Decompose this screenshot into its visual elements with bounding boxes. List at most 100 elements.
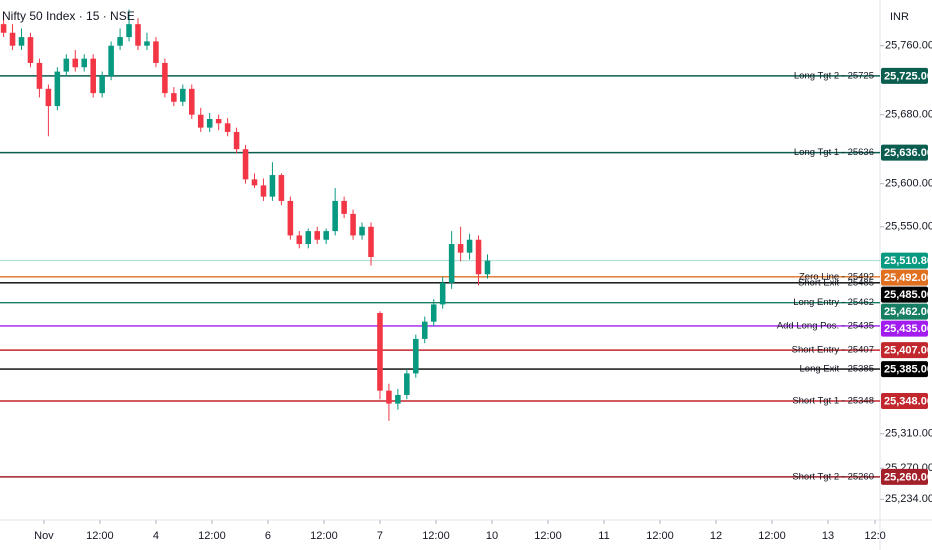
y-tick-label: 25,600.00	[885, 178, 932, 190]
candle-body	[180, 88, 186, 102]
candle-body	[305, 231, 312, 245]
x-tick-label: 12:00	[310, 530, 338, 542]
candle-body	[359, 226, 365, 236]
level-name: Short Tgt 1 - 25348	[792, 396, 874, 407]
candle-body	[9, 32, 16, 46]
candle-body	[269, 175, 276, 197]
candle-body	[404, 373, 410, 395]
candle-body	[466, 239, 473, 253]
level-name: Long Entry - 25462	[793, 297, 874, 308]
x-tick-label: 7	[377, 530, 383, 542]
y-tick-label: 25,550.00	[885, 221, 932, 233]
candle-body	[197, 114, 204, 128]
price-box-label: 25,485.00	[884, 289, 932, 301]
x-tick-label: 12:00	[422, 530, 450, 542]
x-tick-label: 12:00	[534, 530, 562, 542]
candle-body	[413, 338, 419, 374]
candle-body	[448, 244, 455, 283]
x-tick-label: 12:00	[86, 530, 114, 542]
price-box-label: 25,462.00	[884, 306, 932, 318]
price-box-label: 25,492.00	[884, 272, 932, 284]
price-box	[881, 144, 928, 161]
level-name: Add Long Pos. - 25435	[777, 320, 874, 331]
x-tick-label: 12:00	[198, 530, 226, 542]
candle-body	[171, 93, 177, 102]
candle-body	[278, 175, 285, 201]
level-name: Long Tgt 1 - 25636	[794, 147, 874, 158]
x-tick-label: 12:00	[646, 530, 674, 542]
candle-body	[377, 313, 383, 391]
level-name: Short Tgt 2 - 25260	[792, 471, 874, 482]
candle-body	[332, 200, 338, 232]
price-box-label: 25,348.00	[884, 395, 932, 407]
candle-body	[81, 58, 88, 68]
x-tick-label: 6	[265, 530, 271, 542]
price-box	[881, 361, 928, 378]
candle-body	[457, 244, 464, 253]
candle-body	[54, 71, 61, 107]
currency[interactable]: INR	[890, 11, 909, 23]
price-box	[881, 303, 928, 320]
x-tick-label: 12:00	[758, 530, 786, 542]
x-tick-label: 4	[153, 530, 159, 542]
price-box	[881, 320, 928, 337]
x-tick-label: Nov	[34, 530, 54, 542]
candle-body	[188, 88, 195, 115]
price-box-label: 25,260.00	[884, 471, 932, 483]
y-tick-label: 25,310.00	[885, 428, 932, 440]
price-box-label: 25,385.00	[884, 363, 932, 375]
level-name: Short Entry - 25407	[792, 345, 874, 356]
x-tick-label: 10	[486, 530, 498, 542]
price-box	[881, 67, 928, 84]
candle-body	[18, 37, 25, 46]
candle-body	[430, 304, 437, 322]
level-name: Long Exit - 25385	[800, 364, 874, 375]
candle-body	[233, 131, 240, 150]
candle-body	[287, 200, 294, 236]
candle-body	[314, 231, 321, 240]
level-name: Long Tgt 2 - 25725	[794, 70, 874, 81]
candle-body	[251, 179, 258, 186]
candle-body	[242, 149, 249, 180]
candle-body	[439, 282, 446, 305]
candle-body	[153, 41, 159, 63]
candle-body	[421, 321, 428, 339]
price-box	[881, 342, 928, 359]
candle-body	[117, 37, 123, 46]
candle-body	[144, 41, 150, 46]
candle-body	[72, 58, 79, 68]
candle-body	[484, 260, 491, 275]
price-box	[881, 392, 928, 409]
candle-body	[224, 123, 231, 132]
y-tick-label: 25,680.00	[885, 109, 932, 121]
x-tick-label: 13	[822, 530, 834, 542]
candle-body	[99, 75, 105, 94]
candle-body	[475, 239, 482, 275]
candle-body	[162, 62, 168, 94]
price-box-label: 25,435.00	[884, 323, 932, 335]
x-tick-label: 12:0	[864, 530, 885, 542]
price-box	[881, 269, 928, 286]
x-tick-label: 12	[710, 530, 722, 542]
price-box	[881, 468, 928, 485]
candle-body	[0, 24, 7, 33]
candle-body	[108, 45, 114, 76]
candle-body	[350, 213, 356, 236]
y-tick-label: 25,234.00	[885, 493, 932, 505]
price-box-label: 25,725.00	[884, 70, 932, 82]
chart-title: Nifty 50 Index · 15 · NSE	[2, 9, 135, 23]
price-box-label: 25,407.00	[884, 345, 932, 357]
candle-body	[206, 119, 213, 128]
price-box-label: 25,636.00	[884, 147, 932, 159]
price-box	[881, 286, 928, 303]
y-tick-label: 25,760.00	[885, 40, 932, 52]
candle-body	[386, 390, 392, 404]
candle-body	[296, 235, 303, 245]
candle-body	[90, 58, 96, 94]
level-name: Short Exit - 25485	[798, 277, 874, 288]
candle-body	[63, 58, 70, 72]
price-box-label: 25,510.80	[884, 255, 932, 267]
level-name: Zero Line - 25492	[799, 271, 874, 282]
x-tick-label: 11	[598, 530, 609, 542]
